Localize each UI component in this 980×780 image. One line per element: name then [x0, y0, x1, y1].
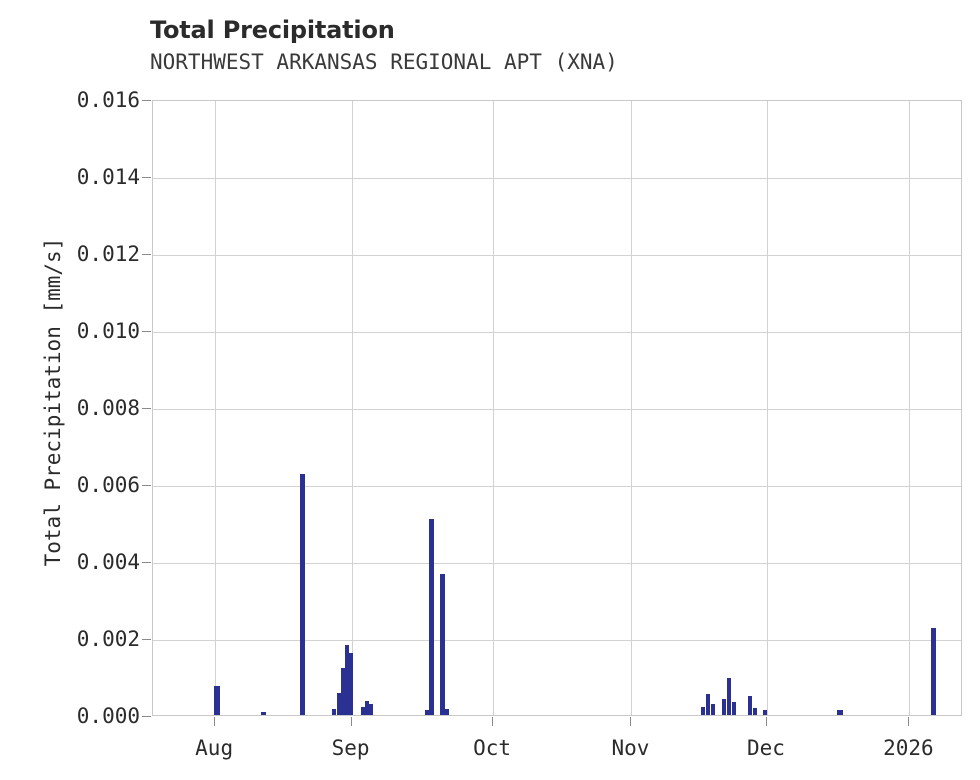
x-axis-tick-label: Oct [473, 736, 511, 760]
gridline-horizontal [153, 563, 961, 564]
y-axis-tick-label: 0.010 [76, 319, 140, 343]
x-axis-tick-mark [350, 717, 352, 726]
data-bar [445, 709, 450, 715]
y-axis-tick-label: 0.014 [76, 165, 140, 189]
y-axis-tick-label: 0.000 [76, 704, 140, 728]
y-axis-tick-label: 0.016 [76, 88, 140, 112]
y-axis-tick-mark [142, 177, 151, 178]
data-bar [732, 701, 737, 715]
data-bar [705, 693, 711, 715]
data-bar [700, 706, 705, 715]
x-axis-tick-mark [908, 717, 910, 726]
y-axis-tick-label: 0.008 [76, 396, 140, 420]
gridline-horizontal [153, 409, 961, 410]
data-bar [836, 710, 843, 715]
y-axis-tick-mark [142, 331, 151, 332]
x-axis-tick-label: Dec [747, 736, 785, 760]
y-axis-tick-mark [142, 100, 151, 101]
gridline-vertical [766, 101, 768, 715]
data-bar [763, 709, 768, 715]
y-axis-tick-label: 0.004 [76, 550, 140, 574]
data-bar [364, 700, 369, 715]
data-bar [368, 703, 373, 715]
data-bar [722, 699, 727, 715]
x-axis-tick-label: 2026 [883, 736, 934, 760]
y-axis-tick-mark [142, 485, 151, 486]
data-bar [261, 711, 267, 715]
gridline-horizontal [153, 640, 961, 641]
data-bar [752, 708, 757, 715]
x-axis-tick-mark [492, 717, 494, 726]
gridline-vertical [493, 101, 495, 715]
x-axis-tick-mark [630, 717, 632, 726]
x-axis-tick-label: Nov [611, 736, 650, 760]
x-axis-tick-label: Aug [195, 736, 234, 760]
y-axis-title: Total Precipitation [mm/s] [41, 237, 65, 567]
y-axis-tick-mark [142, 716, 151, 717]
y-axis-tick-mark [142, 408, 151, 409]
data-bar [429, 518, 435, 715]
data-bar [360, 706, 365, 715]
y-axis-tick-mark [142, 562, 151, 563]
gridline-vertical [215, 101, 217, 715]
data-bar [439, 574, 445, 715]
data-bar [336, 692, 341, 715]
gridline-horizontal [153, 486, 961, 487]
gridline-vertical [909, 101, 911, 715]
data-bar [344, 644, 349, 715]
data-bar [747, 695, 752, 715]
data-bar [931, 628, 937, 715]
y-axis-tick-mark [142, 254, 151, 255]
y-axis-tick-labels: 0.016 0.014 0.012 0.010 0.008 0.006 0.004 0.002… [0, 0, 140, 780]
data-bar [340, 668, 345, 715]
x-axis-tick-label: Sep [331, 736, 370, 760]
x-axis-tick-mark [765, 717, 767, 726]
gridline-vertical [351, 101, 353, 715]
data-bar [331, 708, 336, 715]
data-bar [299, 473, 305, 715]
gridline-horizontal [153, 178, 961, 179]
y-axis-tick-label: 0.006 [76, 473, 140, 497]
chart-subtitle: NORTHWEST ARKANSAS REGIONAL APT (XNA) [150, 50, 618, 74]
gridline-vertical [631, 101, 633, 715]
data-bar [727, 678, 732, 715]
data-bar [213, 685, 220, 715]
data-bar [711, 703, 716, 715]
gridline-horizontal [153, 255, 961, 256]
plot-area [152, 100, 962, 716]
chart-title: Total Precipitation [150, 16, 395, 44]
y-axis-tick-label: 0.012 [76, 242, 140, 266]
y-axis-tick-mark [142, 639, 151, 640]
gridline-horizontal [153, 332, 961, 333]
data-bar [348, 653, 353, 715]
y-axis-tick-label: 0.002 [76, 627, 140, 651]
data-bar [424, 710, 429, 715]
x-axis-tick-mark [214, 717, 216, 726]
